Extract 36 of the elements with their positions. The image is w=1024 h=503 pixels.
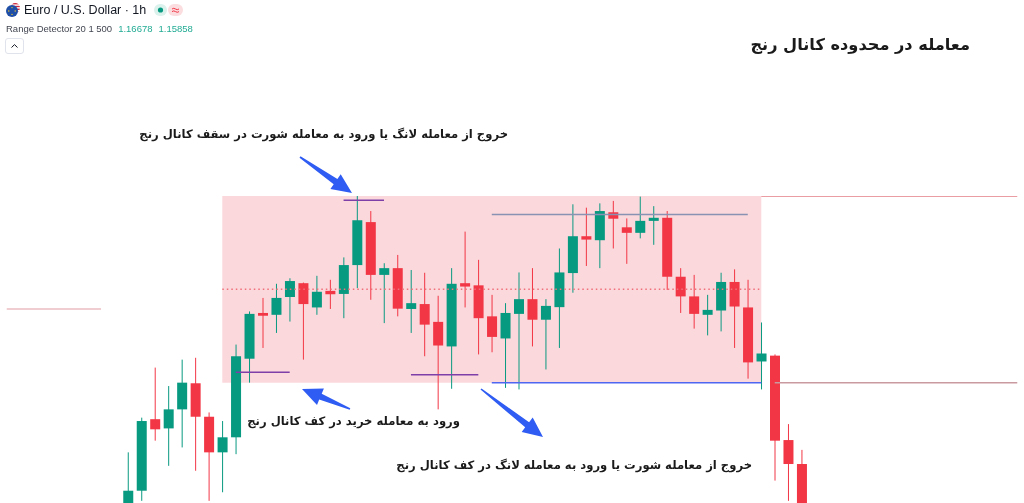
- candlestick: [608, 200, 619, 249]
- chart-subtitle: Euro / U.S. Dollar · 1h: [24, 3, 147, 17]
- candlestick: [123, 451, 134, 503]
- candlestick: [783, 423, 794, 502]
- candlestick: [460, 231, 471, 308]
- candlestick: [487, 294, 498, 353]
- candlestick: [581, 207, 592, 267]
- candlestick: [514, 271, 524, 390]
- text: 1.16678: [118, 23, 153, 34]
- candlestick: [702, 294, 713, 336]
- candlestick: [540, 298, 551, 370]
- annotation: خروج از معامله شورت یا ورود به معامله لانگ در کف کانال رنج: [396, 458, 752, 472]
- chart-title: معامله در محدوده کانال رنج: [750, 35, 970, 54]
- candlestick: [271, 283, 282, 334]
- text: خروج از معامله لانگ یا ورود به معامله شورت در سقف کانال رنج: [139, 127, 508, 141]
- candlestick: [284, 277, 295, 323]
- candlestick: [150, 367, 161, 442]
- candlestick: [648, 205, 659, 246]
- candlestick: [298, 282, 309, 361]
- candlestick: [675, 267, 686, 314]
- candlestick: [433, 295, 444, 410]
- candlestick: [258, 297, 268, 349]
- candlestick: [217, 420, 228, 493]
- candlestick: [406, 269, 417, 334]
- candlestick: [756, 321, 767, 390]
- candlestick: [527, 267, 538, 347]
- text: 1.15858: [158, 23, 193, 34]
- candlestick: [379, 262, 390, 324]
- candlestick: [635, 196, 646, 239]
- candlestick: [419, 272, 430, 357]
- candlestick: [621, 217, 632, 265]
- candlestick: [311, 275, 322, 316]
- text: Range Detector 20 1 500: [6, 23, 113, 34]
- candlestick: [689, 274, 700, 330]
- candlestick: [163, 385, 174, 467]
- annotation: ورود به معامله خرید در کف کانال رنج: [247, 414, 460, 428]
